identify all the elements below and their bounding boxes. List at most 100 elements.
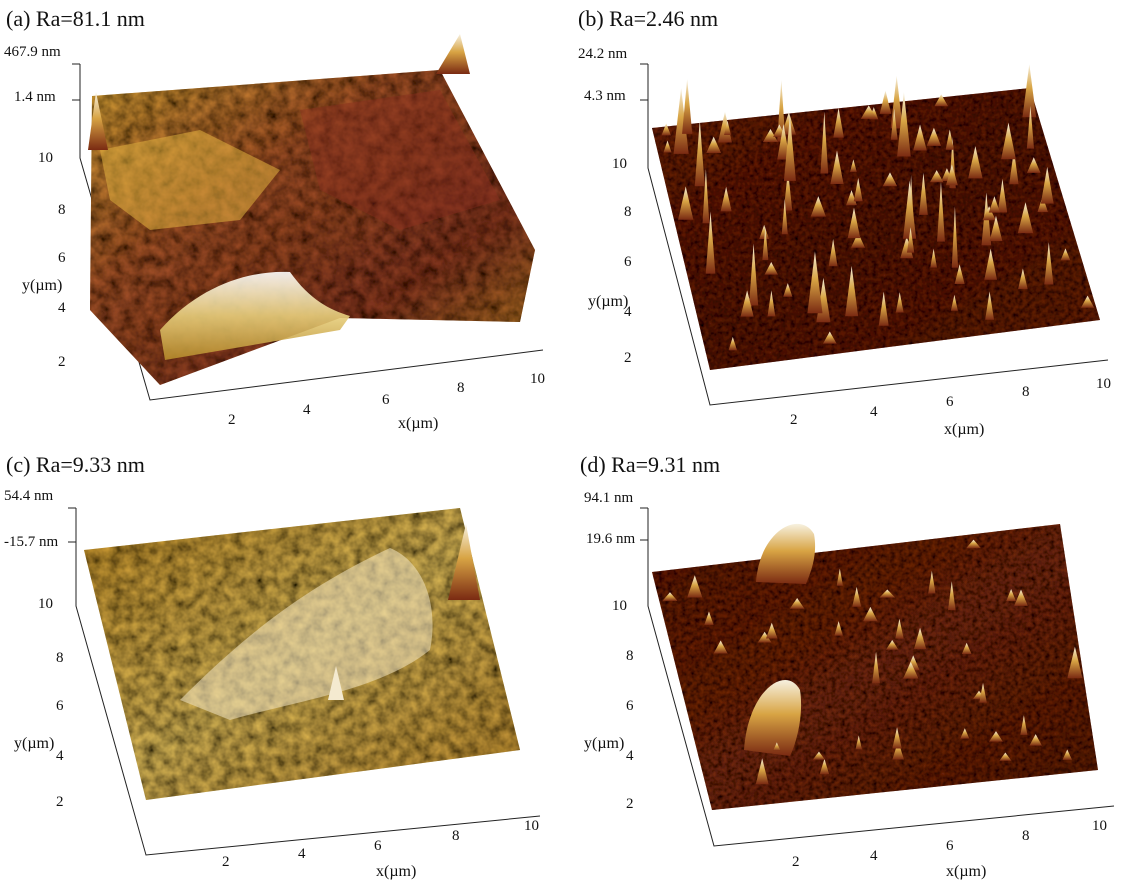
surface-peak xyxy=(702,168,710,224)
surface-peak xyxy=(706,136,722,153)
panel-b-title: (b) Ra=2.46 nm xyxy=(578,6,718,31)
panel-b-y-tick: 8 xyxy=(624,204,632,220)
surface-peak xyxy=(937,181,945,242)
surface-peak xyxy=(822,331,837,344)
surface-peak xyxy=(757,631,772,643)
panel-c-y-tick: 10 xyxy=(38,596,53,612)
surface-peak xyxy=(999,752,1012,761)
surface-peak xyxy=(954,264,965,284)
surface-peak xyxy=(807,251,823,314)
panel-d-x-tick: 8 xyxy=(1022,828,1030,844)
panel-b: (b) Ra=2.46 nm 24.2 nm 4.3 nm 10 8 6 4 2… xyxy=(578,6,1111,438)
surface-peak xyxy=(852,586,862,607)
panel-c-x-tick: 4 xyxy=(298,846,306,862)
surface-peak xyxy=(872,651,880,684)
panel-a-y-tick: 4 xyxy=(58,300,66,316)
panel-c-small-peak xyxy=(328,666,344,700)
panel-b-y-tick: 2 xyxy=(624,350,632,366)
surface-peak xyxy=(663,140,672,153)
surface-peak xyxy=(951,206,959,268)
panel-b-x-tick: 4 xyxy=(870,404,878,420)
panel-b-y-axis-label: y(µm) xyxy=(588,293,628,310)
panel-c-zmin-label: -15.7 nm xyxy=(4,534,58,550)
panel-b-peaks xyxy=(661,64,1095,351)
panel-c-bright-band xyxy=(180,548,433,720)
surface-peak xyxy=(773,742,781,752)
surface-peak xyxy=(694,119,705,187)
surface-peak xyxy=(783,115,796,181)
surface-peak xyxy=(966,539,981,549)
surface-peak xyxy=(919,172,928,215)
surface-peak xyxy=(1001,122,1016,160)
panel-c-x-tick: 2 xyxy=(222,854,230,870)
panel-a-x-tick: 10 xyxy=(530,371,545,387)
surface-peak xyxy=(1022,64,1037,118)
surface-peak xyxy=(1062,749,1073,760)
surface-peak xyxy=(879,589,896,598)
surface-peak xyxy=(961,642,972,654)
panel-b-y-ticks: 10 8 6 4 2 xyxy=(612,156,632,366)
surface-peak xyxy=(979,682,987,703)
surface-peak xyxy=(1044,242,1054,285)
panel-c-axes xyxy=(75,508,541,856)
panel-a: (a) Ra=81.1 nm 467.9 nm 1.4 nm 10 8 6 4 … xyxy=(4,6,545,432)
surface-peak xyxy=(713,640,728,654)
surface-peak xyxy=(1018,268,1028,290)
panel-d-title: (d) Ra=9.31 nm xyxy=(580,452,720,477)
panel-a-spike xyxy=(436,34,470,74)
panel-b-x-tick: 10 xyxy=(1096,376,1111,392)
surface-peak xyxy=(900,236,914,259)
panel-a-x-tick: 4 xyxy=(303,402,311,418)
surface-peak xyxy=(934,94,949,107)
surface-peak xyxy=(948,581,956,611)
surface-peak xyxy=(687,575,703,598)
panel-d-x-tick: 10 xyxy=(1092,818,1107,834)
panel-d-y-tick: 4 xyxy=(626,748,634,764)
panel-b-y-tick: 10 xyxy=(612,156,627,172)
surface-peak xyxy=(895,618,904,639)
surface-peak xyxy=(1026,157,1041,173)
surface-peak xyxy=(762,226,769,261)
surface-peak xyxy=(1026,106,1035,149)
panel-d: (d) Ra=9.31 nm 94.1 nm 19.6 nm 10 8 6 4 … xyxy=(580,452,1115,880)
panel-d-x-ticks: 2 4 6 8 10 xyxy=(792,818,1107,870)
surface-peak xyxy=(810,196,826,217)
panel-c-y-axis-label: y(µm) xyxy=(14,735,54,752)
panel-c-x-tick: 10 xyxy=(524,818,539,834)
panel-c-x-axis-label: x(µm) xyxy=(376,863,416,880)
surface-peak xyxy=(1029,734,1042,746)
panel-c-y-tick: 8 xyxy=(56,650,64,666)
panel-a-x-tick: 6 xyxy=(382,392,390,408)
panel-d-y-tick: 2 xyxy=(626,796,634,812)
surface-peak xyxy=(903,180,917,239)
panel-c-spike xyxy=(448,524,480,600)
panel-c-title: (c) Ra=9.33 nm xyxy=(6,452,145,477)
panel-b-zmax-label: 24.2 nm xyxy=(578,46,628,62)
surface-peak xyxy=(989,215,1003,242)
panel-a-y-tick: 8 xyxy=(58,202,66,218)
panel-d-x-tick: 2 xyxy=(792,854,800,870)
surface-peak xyxy=(885,639,899,650)
surface-peak xyxy=(897,92,911,157)
surface-peak xyxy=(895,292,904,313)
surface-peak xyxy=(662,592,678,601)
surface-peak xyxy=(836,568,843,586)
panel-a-zmax-label: 467.9 nm xyxy=(4,44,61,60)
surface-peak xyxy=(724,120,731,136)
surface-peak xyxy=(1014,589,1028,606)
surface-peak xyxy=(678,186,694,220)
panel-d-y-tick: 6 xyxy=(626,698,634,714)
surface-peak xyxy=(759,224,770,239)
surface-peak xyxy=(860,105,877,119)
panel-d-y-ticks: 10 8 6 4 2 xyxy=(612,598,634,812)
surface-peak xyxy=(929,170,944,183)
surface-peak xyxy=(755,758,769,785)
surface-peak xyxy=(765,622,778,639)
surface-peak xyxy=(906,227,915,253)
panel-d-zmin-label: 19.6 nm xyxy=(586,531,636,547)
panel-b-axes xyxy=(647,64,1109,406)
surface-peak xyxy=(783,170,793,211)
surface-peak xyxy=(878,291,889,326)
surface-peak xyxy=(720,186,732,212)
